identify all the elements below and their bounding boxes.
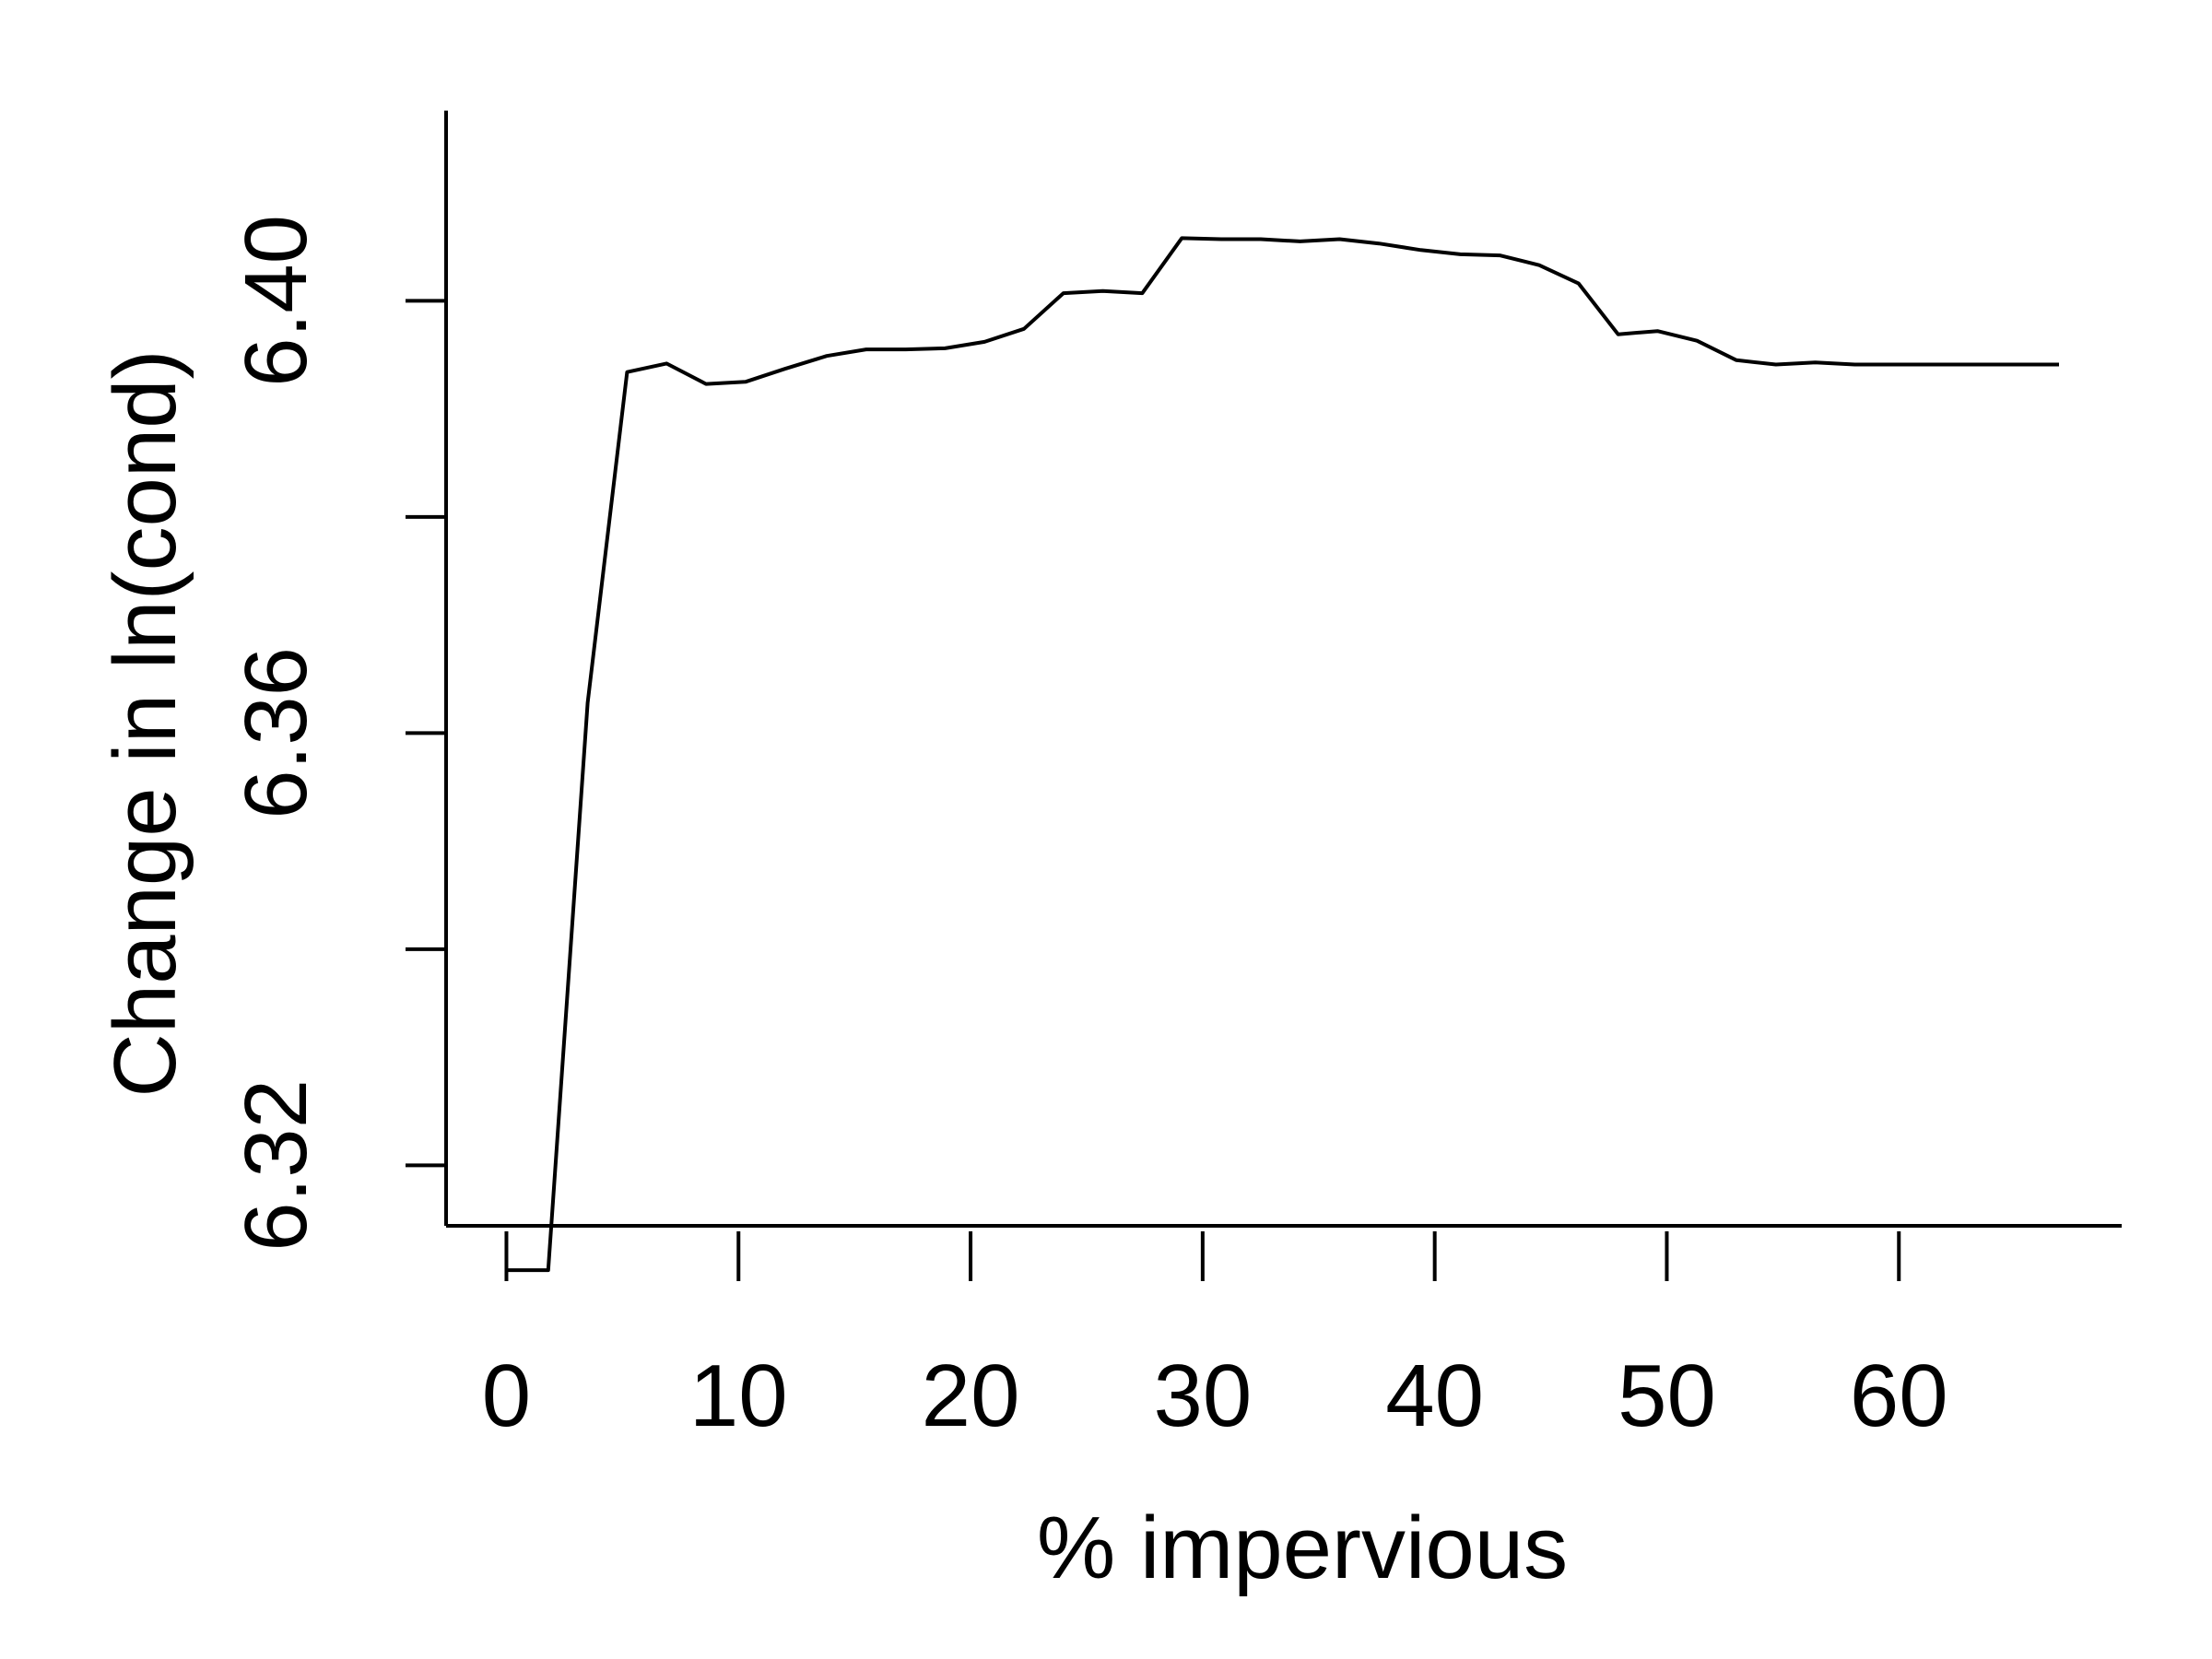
y-tick-label: 6.32	[227, 1079, 325, 1252]
y-tick-label: 6.36	[227, 647, 325, 819]
x-tick-label: 0	[482, 1347, 531, 1445]
x-tick-label: 50	[1618, 1347, 1716, 1445]
y-axis-ticks: 6.32 6.36 6.40	[227, 215, 446, 1252]
y-axis-title: Change in ln(cond)	[96, 349, 194, 1097]
x-tick-label: 10	[689, 1347, 788, 1445]
x-tick-label: 60	[1850, 1347, 1948, 1445]
x-axis-title: % impervious	[1037, 1499, 1568, 1597]
x-tick-label: 30	[1153, 1347, 1252, 1445]
x-tick-label: 40	[1385, 1347, 1484, 1445]
x-tick-label: 20	[922, 1347, 1020, 1445]
y-tick-label: 6.40	[227, 215, 325, 387]
axes	[444, 111, 2122, 1228]
series-line	[506, 236, 2059, 1273]
x-axis-ticks: 0 10 20 30 40 50 60	[482, 1231, 1948, 1445]
plot-area	[506, 236, 2059, 1273]
